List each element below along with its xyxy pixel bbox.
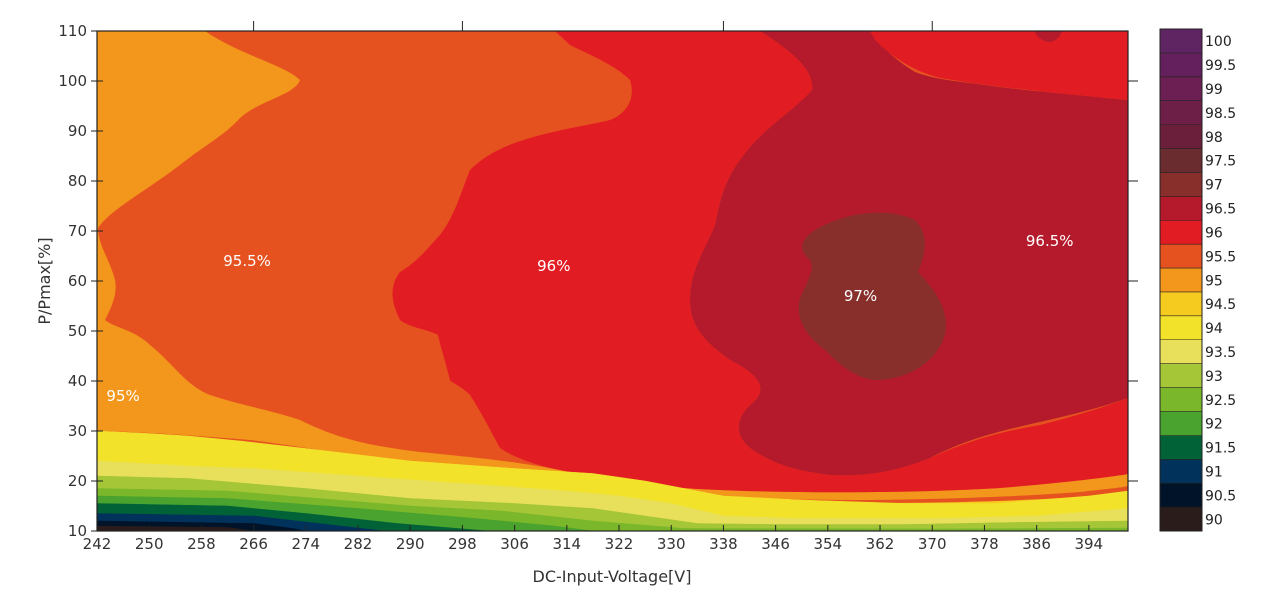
colorbar-swatch: [1160, 172, 1202, 197]
x-tick-label: 266: [239, 535, 268, 553]
colorbar-label: 90: [1205, 512, 1223, 528]
colorbar-swatch: [1160, 339, 1202, 365]
colorbar-label: 94.5: [1205, 297, 1236, 313]
y-tick-label: 20: [68, 472, 87, 490]
colorbar-label: 93: [1205, 369, 1223, 385]
x-tick-label: 250: [135, 535, 164, 553]
y-tick-label: 10: [68, 522, 87, 540]
contour-regions: [97, 31, 1128, 531]
region-96.5: [1035, 31, 1062, 42]
x-tick-label: 274: [291, 535, 320, 553]
x-tick-label: 242: [83, 535, 112, 553]
colorbar-label: 91.5: [1205, 441, 1236, 457]
colorbar: 90 90.5 91 91.5 92 92.5 93 93.5 94 94.5 95 95.5 96 96…: [1159, 28, 1236, 532]
colorbar-label: 94: [1205, 321, 1223, 337]
colorbar-swatch: [1160, 220, 1202, 245]
y-tick-label: 50: [68, 322, 87, 340]
x-tick-label: 378: [970, 535, 999, 553]
colorbar-label: 92.5: [1205, 393, 1236, 409]
colorbar-label: 97: [1205, 178, 1223, 194]
colorbar-swatch: [1160, 507, 1202, 532]
colorbar-label: 97.5: [1205, 154, 1236, 170]
colorbar-swatch: [1160, 387, 1202, 412]
colorbar-label: 98.5: [1205, 106, 1236, 122]
colorbar-label: 93.5: [1205, 345, 1236, 361]
colorbar-swatch: [1160, 363, 1202, 388]
colorbar-label: 91: [1205, 465, 1223, 481]
x-tick-label: 386: [1022, 535, 1051, 553]
x-tick-label: 290: [396, 535, 425, 553]
region-90: [97, 525, 254, 531]
colorbar-swatch: [1160, 148, 1202, 173]
region-labels: 95.5% 96% 97% 96.5% 95%: [106, 232, 1073, 405]
colorbar-label: 99: [1205, 82, 1223, 98]
y-tick-label: 60: [68, 272, 87, 290]
y-tick-label: 80: [68, 172, 87, 190]
x-tick-label: 370: [918, 535, 947, 553]
colorbar-label: 100: [1205, 34, 1232, 50]
colorbar-swatch: [1160, 52, 1202, 78]
colorbar-swatch: [1160, 76, 1202, 102]
axis-ticks: 242 250 258 266 274 282 290 298 306 314 322 330 338 3…: [58, 21, 1138, 553]
y-tick-label: 70: [68, 222, 87, 240]
region-label: 97%: [844, 287, 877, 305]
colorbar-swatch: [1160, 435, 1202, 460]
colorbar-swatch: [1160, 29, 1202, 54]
y-tick-label: 30: [68, 422, 87, 440]
x-tick-label: 354: [813, 535, 842, 553]
colorbar-swatch: [1160, 291, 1202, 317]
colorbar-label: 96: [1205, 225, 1223, 241]
x-tick-label: 346: [761, 535, 790, 553]
region-label: 96%: [537, 257, 570, 275]
x-tick-label: 306: [500, 535, 529, 553]
colorbar-frame: [1159, 28, 1203, 532]
x-tick-label: 330: [657, 535, 686, 553]
colorbar-label: 92: [1205, 417, 1223, 433]
colorbar-swatch: [1160, 411, 1202, 436]
colorbar-swatch: [1160, 268, 1202, 293]
colorbar-swatch: [1160, 483, 1202, 508]
x-tick-label: 282: [344, 535, 373, 553]
region-label: 95.5%: [223, 252, 271, 270]
colorbar-label: 98: [1205, 130, 1223, 146]
x-axis-title: DC-Input-Voltage[V]: [533, 567, 692, 586]
colorbar-swatch: [1160, 315, 1202, 341]
colorbar-swatch: [1160, 124, 1202, 149]
colorbar-swatch: [1160, 244, 1202, 269]
colorbar-label: 95: [1205, 273, 1223, 289]
y-tick-label: 40: [68, 372, 87, 390]
x-tick-label: 394: [1074, 535, 1103, 553]
region-label: 95%: [106, 387, 139, 405]
region-97: [798, 212, 946, 380]
y-tick-label: 100: [58, 72, 87, 90]
colorbar-label: 90.5: [1205, 488, 1236, 504]
x-tick-label: 314: [552, 535, 581, 553]
colorbar-label: 95.5: [1205, 249, 1236, 265]
colorbar-swatch: [1160, 100, 1202, 126]
region-label: 96.5%: [1026, 232, 1074, 250]
colorbar-swatch: [1160, 196, 1202, 221]
y-axis-title: P/Pmax[%]: [35, 237, 54, 324]
x-tick-label: 258: [187, 535, 216, 553]
y-tick-label: 110: [58, 22, 87, 40]
region-96: [392, 31, 1128, 493]
colorbar-swatch: [1160, 459, 1202, 484]
region-96: [870, 31, 1128, 100]
y-tick-label: 90: [68, 122, 87, 140]
colorbar-label: 99.5: [1205, 58, 1236, 74]
x-tick-label: 298: [448, 535, 477, 553]
x-tick-label: 338: [709, 535, 738, 553]
x-tick-label: 362: [866, 535, 895, 553]
x-tick-label: 322: [605, 535, 634, 553]
colorbar-label: 96.5: [1205, 202, 1236, 218]
